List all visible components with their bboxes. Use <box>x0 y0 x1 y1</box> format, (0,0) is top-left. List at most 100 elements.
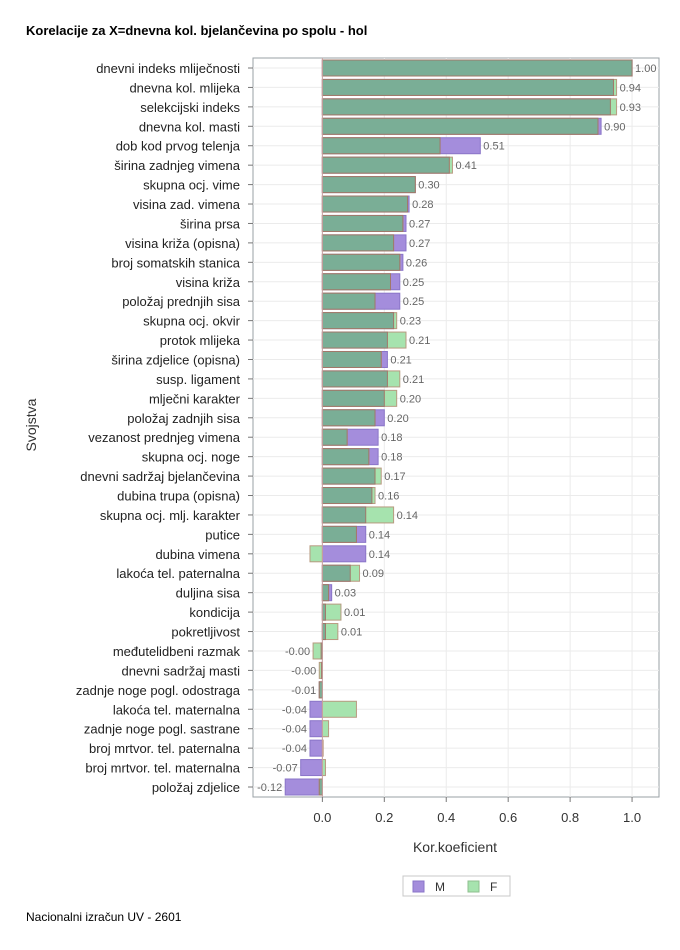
y-tick-label: dnevni sadržaj bjelančevina <box>80 469 240 484</box>
bar-overlap <box>321 117 599 135</box>
legend: M F <box>402 875 511 897</box>
bar-m <box>284 778 323 796</box>
y-tick-label: dnevni indeks mliječnosti <box>96 61 240 76</box>
y-tick-label: širina zadnjeg vimena <box>114 158 241 173</box>
bar-f <box>321 720 330 738</box>
x-tick-label: 0.8 <box>561 810 579 825</box>
y-tick-label: visina križa (opisna) <box>125 236 240 251</box>
y-tick-label: kondicija <box>189 605 240 620</box>
data-label-m: 0.03 <box>335 588 356 600</box>
bar-f <box>309 545 323 563</box>
y-tick-label: broj mrtvor. tel. paternalna <box>89 741 241 756</box>
x-tick-label: 0.0 <box>313 810 331 825</box>
data-label-m: 0.51 <box>483 141 504 153</box>
bar-overlap <box>321 409 376 427</box>
y-tick-label: protok mlijeka <box>160 333 241 348</box>
legend-box <box>402 875 511 897</box>
y-tick-label: položaj zadnjih sisa <box>127 411 241 426</box>
data-label-m: 0.30 <box>418 180 439 192</box>
y-tick-label: putice <box>205 527 240 542</box>
y-tick-label: dubina trupa (opisna) <box>117 489 240 504</box>
bar-overlap <box>321 331 388 349</box>
bar-m <box>300 759 323 777</box>
bar-overlap <box>321 564 351 582</box>
bar-overlap <box>321 448 370 466</box>
data-label-m: 0.93 <box>620 102 641 114</box>
bar-overlap <box>321 312 395 330</box>
data-label-m: 0.90 <box>604 121 625 133</box>
y-tick-label: lakoća tel. paternalna <box>116 566 240 581</box>
data-label-m: -0.04 <box>282 724 307 736</box>
y-tick-label: lakoća tel. maternalna <box>113 702 241 717</box>
data-label-m: 0.27 <box>409 218 430 230</box>
y-tick-label: skupna ocj. noge <box>142 450 240 465</box>
footer-text: Nacionalni izračun UV - 2601 <box>26 910 182 924</box>
data-label-m: -0.12 <box>257 782 282 794</box>
data-label-m: 0.41 <box>455 160 476 172</box>
y-tick-label: visina zad. vimena <box>133 197 241 212</box>
data-label-m: 0.01 <box>344 607 365 619</box>
y-tick-label: skupna ocj. vime <box>143 178 240 193</box>
data-label-m: 0.20 <box>400 393 421 405</box>
bar-overlap <box>321 253 401 271</box>
data-label-m: 0.27 <box>409 238 430 250</box>
data-label-m: 0.18 <box>381 432 402 444</box>
bar-overlap <box>321 273 392 291</box>
y-tick-label: položaj prednjih sisa <box>122 294 241 309</box>
data-label-m: 0.18 <box>381 452 402 464</box>
y-tick-label: skupna ocj. okvir <box>143 314 240 329</box>
y-axis-label: Svojstva <box>23 398 39 451</box>
data-label-m: 0.20 <box>387 413 408 425</box>
y-tick-label: dubina vimena <box>155 547 240 562</box>
bar-overlap <box>321 487 373 505</box>
data-label-m: 0.25 <box>403 296 424 308</box>
y-tick-label: vezanost prednjeg vimena <box>88 430 241 445</box>
data-label-m: 0.28 <box>412 199 433 211</box>
data-label-m: -0.04 <box>282 704 307 716</box>
y-tick-label: broj mrtvor. tel. maternalna <box>85 761 240 776</box>
data-label-m: -0.07 <box>273 763 298 775</box>
bar-overlap <box>321 506 367 524</box>
bar-f <box>321 700 357 718</box>
bar-overlap <box>321 370 388 388</box>
data-label-m: 0.25 <box>403 277 424 289</box>
y-tick-label: visina križa <box>176 275 241 290</box>
y-tick-label: susp. ligament <box>156 372 240 387</box>
y-tick-label: selekcijski indeks <box>140 100 240 115</box>
data-label-m: 0.21 <box>403 374 424 386</box>
x-tick-label: 0.2 <box>375 810 393 825</box>
data-label-m: 1.00 <box>635 63 656 75</box>
bar-overlap <box>321 292 376 310</box>
bar-m <box>309 700 323 718</box>
y-tick-label: mlječni karakter <box>149 391 241 406</box>
data-label-m: 0.17 <box>384 471 405 483</box>
legend-swatch-m <box>412 880 425 893</box>
data-label-m: -0.00 <box>285 646 310 658</box>
x-axis-label: Kor.koeficient <box>413 839 497 855</box>
data-label-m: 0.23 <box>400 316 421 328</box>
x-tick-label: 1.0 <box>623 810 641 825</box>
bar-m <box>309 720 323 738</box>
bar-overlap <box>321 428 348 446</box>
y-tick-label: dnevni sadržaj masti <box>122 663 241 678</box>
chart-title: Korelacije za X=dnevna kol. bjelančevina… <box>26 23 367 38</box>
bar-overlap <box>321 78 614 96</box>
legend-label-m: M <box>435 880 445 894</box>
data-label-m: 0.14 <box>369 529 390 541</box>
data-label-m: 0.09 <box>363 568 384 580</box>
data-label-m: 0.14 <box>369 549 390 561</box>
y-tick-label: duljina sisa <box>176 586 241 601</box>
bar-overlap <box>321 214 404 232</box>
y-tick-label: položaj zdjelice <box>152 780 240 795</box>
y-tick-label: širina zdjelice (opisna) <box>111 352 240 367</box>
x-tick-label: 0.6 <box>499 810 517 825</box>
y-tick-label: zadnje noge pogl. sastrane <box>84 722 240 737</box>
data-label-m: -0.04 <box>282 743 307 755</box>
y-tick-label: zadnje noge pogl. odostraga <box>76 683 241 698</box>
bar-overlap <box>321 156 450 174</box>
legend-swatch-f <box>467 880 480 893</box>
bar-overlap <box>321 176 416 194</box>
bar-overlap <box>321 137 441 155</box>
